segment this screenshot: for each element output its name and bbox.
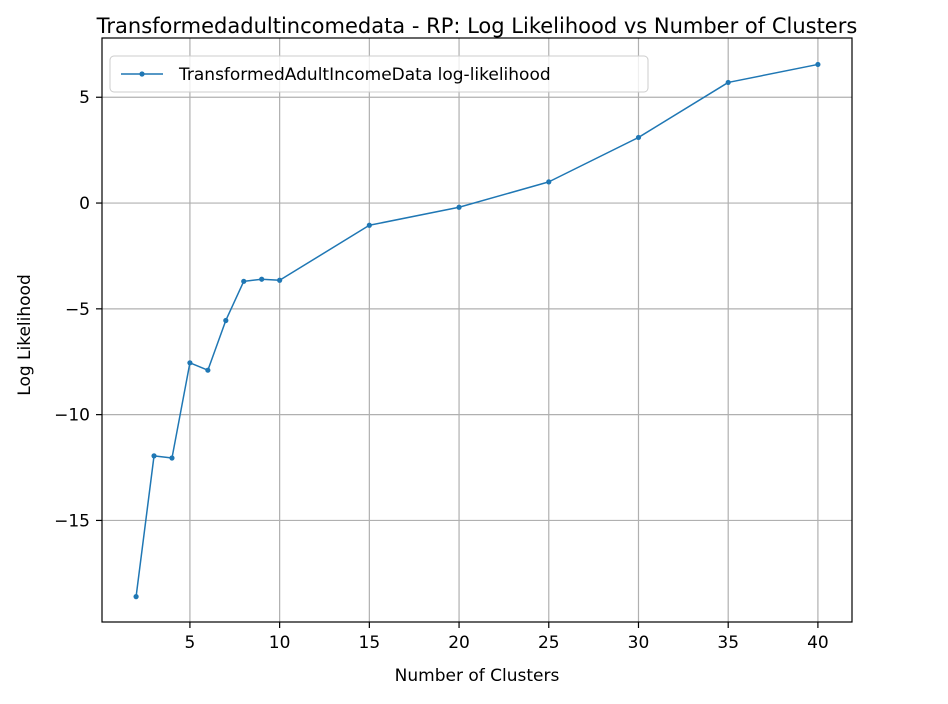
chart-title: Transformedadultincomedata - RP: Log Lik…	[96, 14, 858, 38]
legend-box	[109, 55, 649, 93]
data-point	[546, 179, 552, 185]
data-point	[456, 204, 462, 210]
data-point	[635, 134, 642, 141]
data-point	[187, 360, 193, 366]
x-tick-label: 35	[717, 633, 739, 653]
data-point	[223, 317, 229, 324]
x-tick-label: 20	[448, 633, 470, 653]
data-point	[725, 79, 731, 86]
series-layer	[133, 61, 821, 600]
y-tick-label: −5	[65, 300, 90, 320]
data-point	[169, 455, 175, 461]
x-tick-label: 25	[538, 633, 560, 653]
x-tick-label: 10	[269, 633, 291, 653]
y-tick-label: −15	[54, 511, 90, 531]
legend-marker-swatch	[139, 71, 145, 77]
y-tick-label: 0	[79, 194, 90, 214]
y-tick-label: 5	[79, 88, 90, 108]
data-point	[366, 222, 372, 228]
x-tick-label: 30	[628, 633, 650, 653]
data-point	[277, 277, 283, 283]
data-point	[259, 276, 265, 282]
x-tick-label: 5	[185, 633, 196, 653]
y-tick-label: −10	[54, 406, 90, 426]
y-axis-label: Log Likelihood	[15, 274, 35, 395]
data-point	[133, 594, 139, 600]
axis-ticks: 5 10 15 20 25 30 35 40 5 0 −5 −10 −15	[54, 88, 829, 653]
x-tick-label: 40	[807, 633, 829, 653]
legend-label: TransformedAdultIncomeData log-likelihoo…	[178, 65, 551, 85]
x-axis-label: Number of Clusters	[395, 666, 560, 686]
x-tick-label: 15	[359, 633, 381, 653]
data-point	[241, 278, 247, 284]
data-point	[815, 61, 821, 68]
data-point	[151, 453, 157, 459]
plot-frame	[101, 37, 853, 623]
data-point	[205, 367, 211, 373]
legend: TransformedAdultIncomeData log-likelihoo…	[109, 55, 649, 93]
